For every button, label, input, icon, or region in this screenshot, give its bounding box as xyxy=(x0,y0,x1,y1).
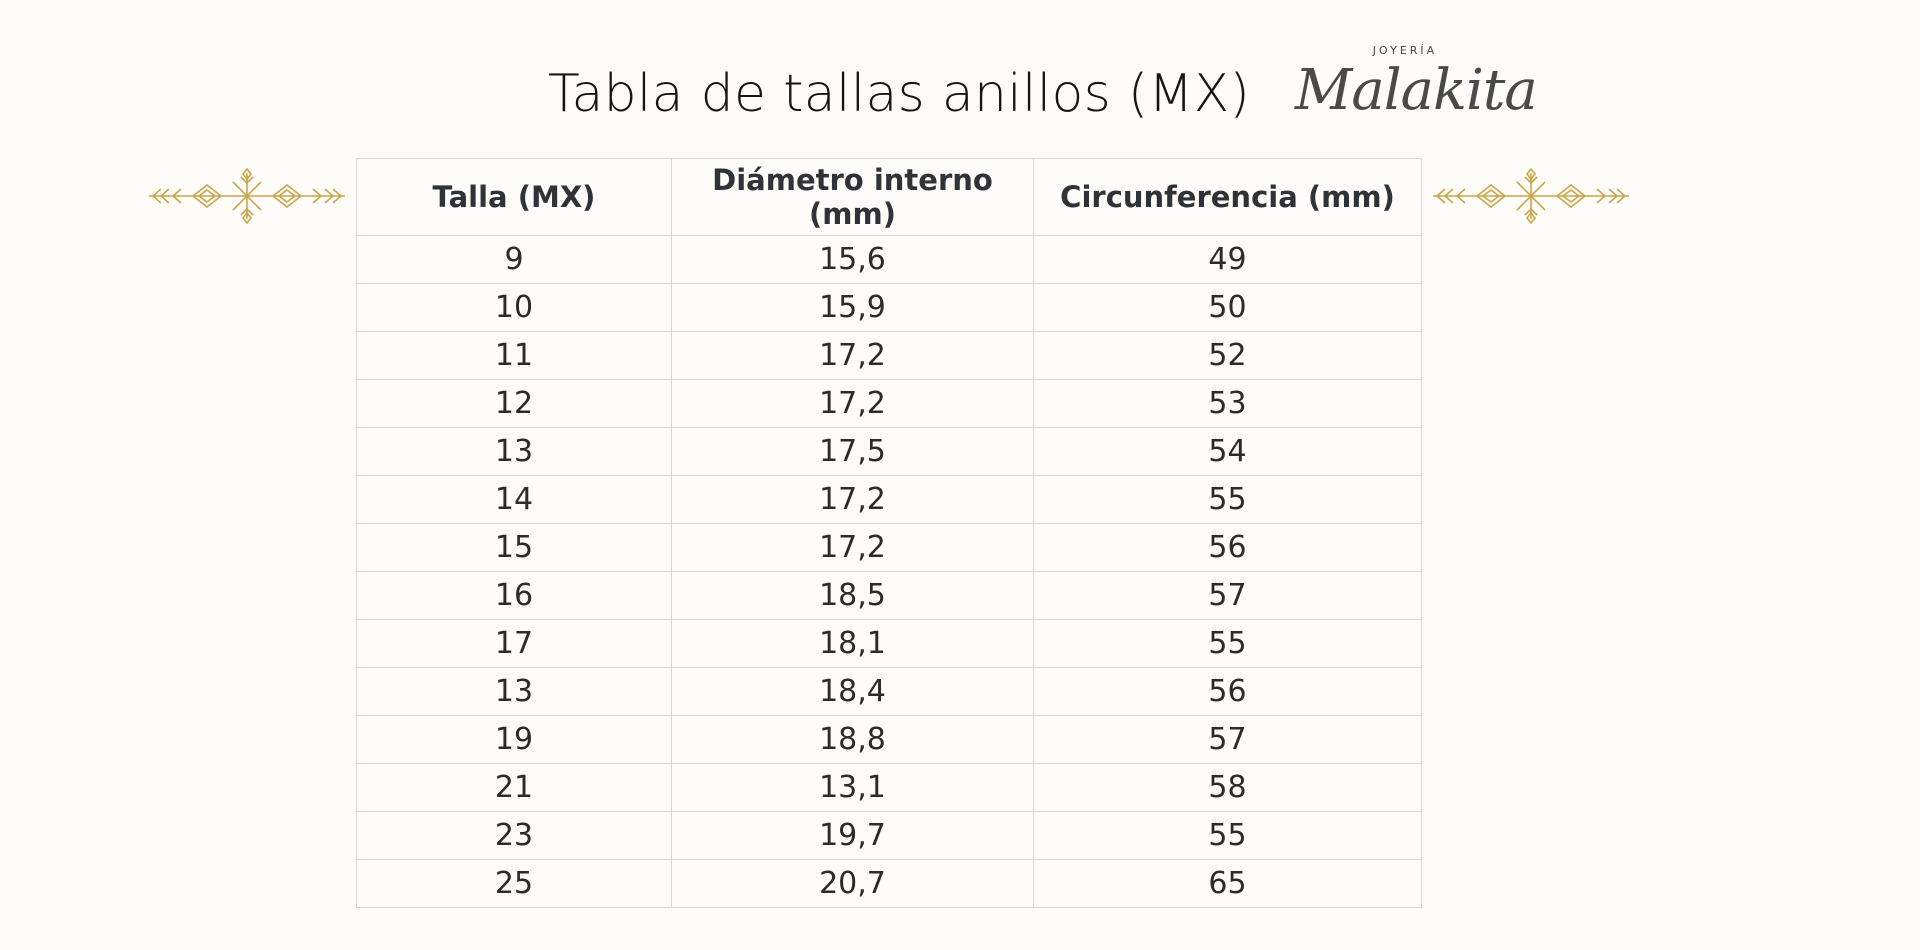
page-title: Tabla de tallas anillos (MX) xyxy=(548,64,1251,124)
cell-diameter: 17,2 xyxy=(671,475,1034,524)
cell-size: 21 xyxy=(356,763,672,812)
table-row: 13 17,5 54 xyxy=(356,427,1422,476)
ring-size-table: Talla (MX) Diámetro interno (mm) Circunf… xyxy=(356,158,1422,908)
table-row: 10 15,9 50 xyxy=(356,283,1422,332)
table-row: 12 17,2 53 xyxy=(356,379,1422,428)
cell-circumference: 57 xyxy=(1033,571,1422,620)
cell-circumference: 54 xyxy=(1033,427,1422,476)
cell-size: 9 xyxy=(356,235,672,284)
table-row: 19 18,8 57 xyxy=(356,715,1422,764)
cell-diameter: 13,1 xyxy=(671,763,1034,812)
cell-circumference: 50 xyxy=(1033,283,1422,332)
table-row: 13 18,4 56 xyxy=(356,667,1422,716)
cell-size: 23 xyxy=(356,811,672,860)
cell-size: 19 xyxy=(356,715,672,764)
cell-size: 14 xyxy=(356,475,672,524)
cell-diameter: 18,4 xyxy=(671,667,1034,716)
table-header-row: Talla (MX) Diámetro interno (mm) Circunf… xyxy=(356,158,1422,236)
cell-diameter: 18,5 xyxy=(671,571,1034,620)
cell-circumference: 55 xyxy=(1033,475,1422,524)
table-row: 14 17,2 55 xyxy=(356,475,1422,524)
table-row: 17 18,1 55 xyxy=(356,619,1422,668)
cell-diameter: 19,7 xyxy=(671,811,1034,860)
cell-diameter: 17,5 xyxy=(671,427,1034,476)
brand-subtitle: JOYERÍA xyxy=(1372,44,1438,57)
header-size: Talla (MX) xyxy=(356,158,672,236)
table-row: 9 15,6 49 xyxy=(356,235,1422,284)
gold-snowflake-ornament-icon xyxy=(149,167,345,225)
cell-circumference: 65 xyxy=(1033,859,1422,908)
cell-diameter: 17,2 xyxy=(671,523,1034,572)
cell-circumference: 53 xyxy=(1033,379,1422,428)
cell-circumference: 56 xyxy=(1033,667,1422,716)
cell-size: 15 xyxy=(356,523,672,572)
cell-size: 11 xyxy=(356,331,672,380)
cell-circumference: 56 xyxy=(1033,523,1422,572)
gold-snowflake-ornament-icon xyxy=(1433,167,1629,225)
table-row: 11 17,2 52 xyxy=(356,331,1422,380)
cell-diameter: 18,1 xyxy=(671,619,1034,668)
cell-circumference: 52 xyxy=(1033,331,1422,380)
cell-diameter: 15,6 xyxy=(671,235,1034,284)
cell-size: 13 xyxy=(356,667,672,716)
brand-logo: JOYERÍA Malakita xyxy=(1295,40,1538,130)
header-circumference: Circunferencia (mm) xyxy=(1033,158,1422,236)
cell-size: 16 xyxy=(356,571,672,620)
table-row: 15 17,2 56 xyxy=(356,523,1422,572)
cell-size: 10 xyxy=(356,283,672,332)
brand-name: Malakita xyxy=(1295,58,1538,123)
table-row: 16 18,5 57 xyxy=(356,571,1422,620)
cell-circumference: 49 xyxy=(1033,235,1422,284)
cell-diameter: 18,8 xyxy=(671,715,1034,764)
table-row: 21 13,1 58 xyxy=(356,763,1422,812)
cell-circumference: 57 xyxy=(1033,715,1422,764)
table-row: 25 20,7 65 xyxy=(356,859,1422,908)
cell-size: 12 xyxy=(356,379,672,428)
cell-circumference: 55 xyxy=(1033,811,1422,860)
cell-diameter: 20,7 xyxy=(671,859,1034,908)
cell-diameter: 17,2 xyxy=(671,379,1034,428)
cell-size: 13 xyxy=(356,427,672,476)
header-diameter: Diámetro interno (mm) xyxy=(671,158,1034,236)
cell-circumference: 58 xyxy=(1033,763,1422,812)
cell-diameter: 17,2 xyxy=(671,331,1034,380)
cell-size: 25 xyxy=(356,859,672,908)
cell-size: 17 xyxy=(356,619,672,668)
table-row: 23 19,7 55 xyxy=(356,811,1422,860)
cell-circumference: 55 xyxy=(1033,619,1422,668)
cell-diameter: 15,9 xyxy=(671,283,1034,332)
